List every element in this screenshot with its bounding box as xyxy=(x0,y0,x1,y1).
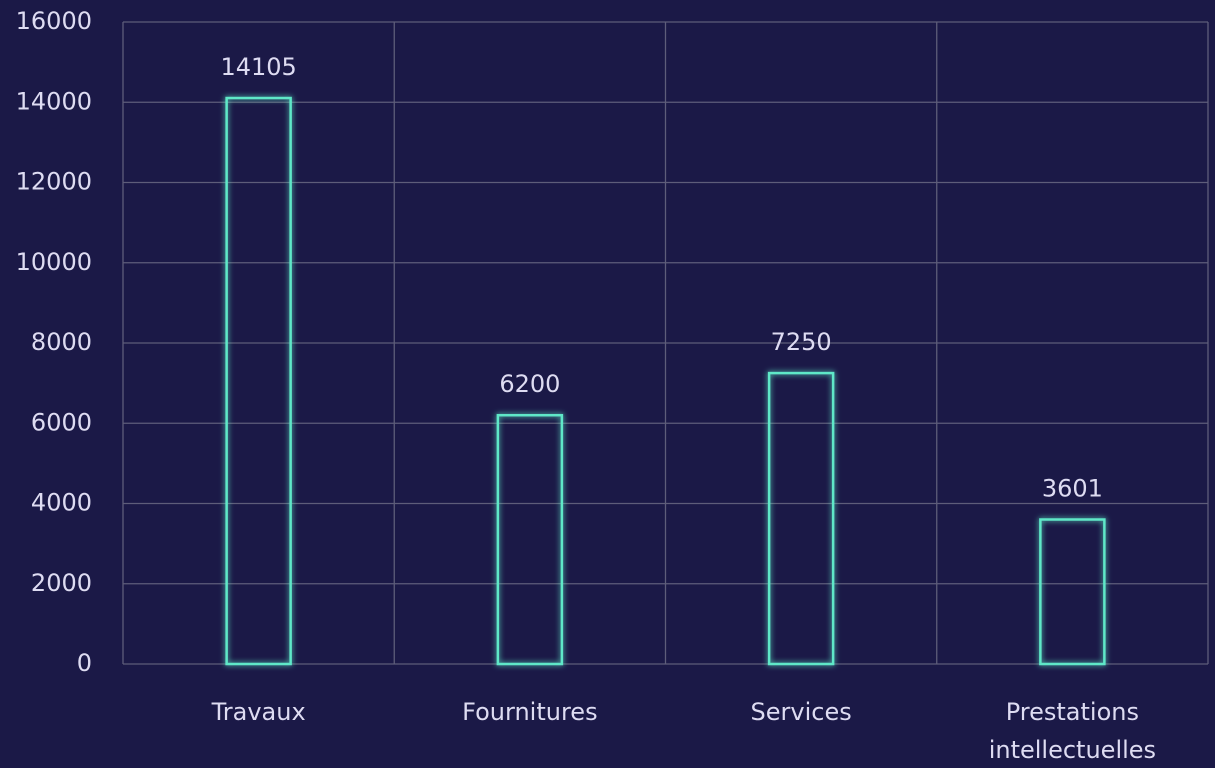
value-label: 6200 xyxy=(499,370,560,398)
y-tick-label: 14000 xyxy=(16,87,92,115)
y-tick-label: 6000 xyxy=(31,408,92,436)
y-tick-label: 10000 xyxy=(16,248,92,276)
bar xyxy=(225,96,292,666)
x-tick-label: Prestations intellectuelles xyxy=(989,698,1156,764)
value-label: 7250 xyxy=(771,328,832,356)
bar xyxy=(496,413,564,666)
y-tick-label: 0 xyxy=(77,649,92,677)
y-tick-label: 16000 xyxy=(16,7,92,35)
value-label: 14105 xyxy=(220,53,296,81)
y-tick-label: 12000 xyxy=(16,168,92,196)
y-tick-label: 2000 xyxy=(31,569,92,597)
x-tick-label: Fournitures xyxy=(462,698,597,726)
x-tick-label: Services xyxy=(751,698,852,726)
bar xyxy=(767,371,835,666)
bar xyxy=(1039,518,1106,666)
x-tick-label: Travaux xyxy=(211,698,306,726)
y-tick-label: 8000 xyxy=(31,328,92,356)
y-tick-label: 4000 xyxy=(31,489,92,517)
value-label: 3601 xyxy=(1042,475,1103,503)
